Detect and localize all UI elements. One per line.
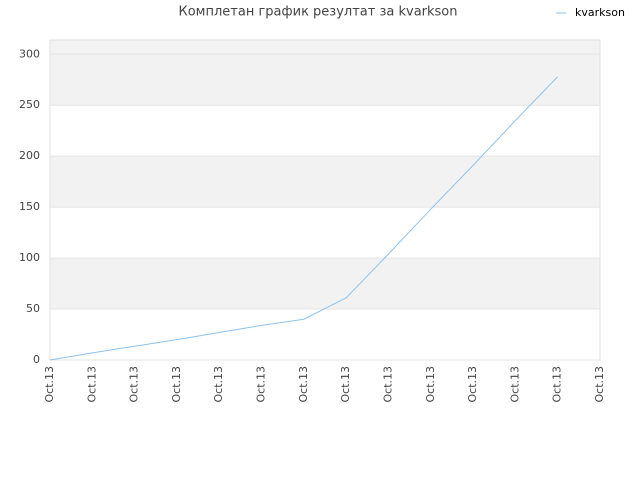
x-tick-label: Oct.13 bbox=[255, 366, 268, 403]
legend-label: kvarkson bbox=[575, 6, 625, 19]
x-tick-label: Oct.13 bbox=[424, 366, 437, 403]
x-tick-label: Oct.13 bbox=[85, 366, 98, 403]
x-tick-label: Oct.13 bbox=[212, 366, 225, 403]
x-tick-label: Oct.13 bbox=[593, 366, 606, 403]
y-tick-label: 150 bbox=[19, 200, 40, 213]
x-tick-label: Oct.13 bbox=[297, 366, 310, 403]
grid-band bbox=[50, 40, 600, 55]
grid-band bbox=[50, 156, 600, 208]
x-tick-label: Oct.13 bbox=[466, 366, 479, 403]
chart-title: Комплетан график резултат за kvarkson bbox=[178, 5, 457, 20]
y-tick-label: 200 bbox=[19, 149, 40, 162]
y-tick-label: 50 bbox=[26, 302, 40, 315]
grid-band bbox=[50, 258, 600, 310]
x-tick-label: Oct.13 bbox=[508, 366, 521, 403]
x-tick-label: Oct.13 bbox=[381, 366, 394, 403]
y-tick-label: 0 bbox=[33, 353, 40, 366]
x-tick-label: Oct.13 bbox=[43, 366, 56, 403]
x-tick-label: Oct.13 bbox=[551, 366, 564, 403]
y-tick-label: 250 bbox=[19, 98, 40, 111]
y-tick-label: 100 bbox=[19, 251, 40, 264]
x-tick-label: Oct.13 bbox=[339, 366, 352, 403]
data-line bbox=[49, 76, 559, 361]
x-tick-label: Oct.13 bbox=[128, 366, 141, 403]
y-tick-label: 300 bbox=[19, 47, 40, 60]
x-tick-label: Oct.13 bbox=[170, 366, 183, 403]
grid-band bbox=[50, 54, 600, 106]
